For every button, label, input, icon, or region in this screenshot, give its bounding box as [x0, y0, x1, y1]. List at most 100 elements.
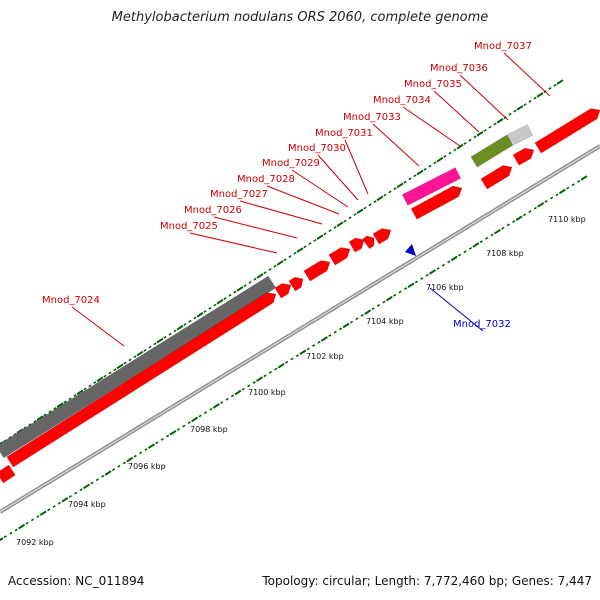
inner-tick [52, 505, 56, 508]
inner-tick [355, 317, 359, 321]
inner-tick [277, 362, 285, 369]
cds-bar-mnod-7032 [405, 244, 416, 256]
outer-tick [368, 203, 372, 207]
genome-title: Methylobacterium nodulans ORS 2060, comp… [111, 10, 489, 25]
scale-label: 7094 kbp [68, 500, 106, 509]
inner-tick [306, 347, 310, 351]
outer-tick [153, 342, 157, 346]
gene-label: Mnod_7029 [262, 158, 320, 169]
outer-tick [253, 277, 257, 281]
scale-label: 7100 kbp [248, 388, 286, 397]
outer-tick [136, 350, 144, 357]
inner-tick [36, 515, 40, 518]
inner-tick [166, 434, 170, 438]
gene-label: Mnod_7036 [430, 63, 488, 74]
inner-tick [61, 497, 69, 503]
inner-tick [101, 474, 105, 478]
gene-leader-line [459, 74, 509, 121]
inner-tick [506, 223, 510, 227]
outer-tick [28, 423, 32, 427]
outer-tick [288, 255, 292, 258]
outer-tick [528, 99, 532, 103]
inner-tick [225, 397, 229, 401]
inner-tick [263, 374, 267, 378]
inner-tick [533, 206, 537, 210]
scale-label: 7108 kbp [486, 249, 524, 258]
inner-tick [328, 334, 332, 337]
inner-tick [485, 236, 489, 240]
inner-tick [14, 528, 18, 532]
outer-tick [16, 428, 24, 434]
inner-tick [549, 196, 554, 200]
outer-tick [423, 167, 427, 171]
scale-labels: 7092 kbp 7094 kbp 7096 kbp 7098 kbp 7100 kbp… [16, 215, 586, 547]
outer-tick [413, 174, 417, 178]
scale-label: 7110 kbp [548, 215, 586, 224]
outer-tick [468, 138, 472, 142]
outer-tick [173, 329, 177, 333]
outer-tick [43, 413, 47, 417]
accession-text: Accession: NC_011894 [8, 574, 145, 588]
cds-bar [0, 464, 16, 484]
inner-tick [429, 269, 437, 275]
gene-label: Mnod_7025 [160, 221, 218, 232]
inner-tick [468, 246, 473, 250]
cds-bar [362, 235, 375, 250]
inner-tick [25, 521, 29, 525]
gene-label: Mnod_7037 [474, 41, 532, 52]
cds-bar [303, 260, 331, 282]
inner-tick [256, 376, 264, 382]
outer-tick [508, 112, 512, 116]
outer-tick [256, 273, 264, 279]
gene-leader-line [433, 90, 480, 133]
cds-bar [512, 147, 535, 166]
gene-leader-line [372, 123, 420, 167]
inner-tick [371, 307, 375, 311]
scale-label: 7092 kbp [16, 538, 54, 547]
inner-tick [220, 401, 224, 405]
inner-tick [147, 443, 155, 449]
inner-tick [333, 330, 337, 334]
outer-tick [416, 169, 424, 176]
outer-tick [556, 79, 564, 85]
cds-bar [480, 165, 513, 190]
inner-tick [420, 277, 424, 280]
inner-tick [501, 226, 505, 230]
gene-label: Mnod_7035 [404, 79, 462, 90]
inner-tick [360, 313, 364, 317]
gene-leader-line [213, 216, 298, 239]
gene-leader-line [402, 106, 461, 147]
cds-bar [348, 237, 365, 253]
outer-tick [113, 368, 117, 372]
inner-tick [95, 478, 99, 482]
inner-tick [312, 344, 316, 348]
inner-tick [403, 287, 408, 291]
outer-tick [373, 200, 377, 204]
outer-tick [223, 297, 227, 300]
scale-label: 7102 kbp [306, 352, 344, 361]
inner-tick [515, 215, 523, 221]
inner-tick [580, 175, 588, 181]
outer-tick [408, 177, 412, 181]
cds-bar [328, 247, 351, 266]
outer-tick [208, 306, 212, 310]
inner-tick [247, 384, 251, 388]
inner-tick [74, 491, 78, 495]
outer-tick [553, 83, 557, 87]
outer-tick [63, 400, 67, 404]
outer-tick [403, 180, 407, 184]
outer-tick [333, 226, 337, 229]
outer-tick [296, 247, 304, 253]
gene-leader-line [503, 52, 551, 97]
cds-bar [274, 283, 292, 299]
outer-tick [23, 426, 27, 430]
outer-tick [473, 135, 477, 139]
inner-tick [182, 424, 186, 428]
inner-tick [479, 240, 483, 244]
outer-tick [103, 374, 107, 378]
outer-tick [293, 251, 297, 255]
outer-tick [93, 381, 97, 385]
outer-tick [456, 143, 464, 150]
gene-leader-line [317, 154, 359, 201]
inner-tick [176, 427, 181, 431]
